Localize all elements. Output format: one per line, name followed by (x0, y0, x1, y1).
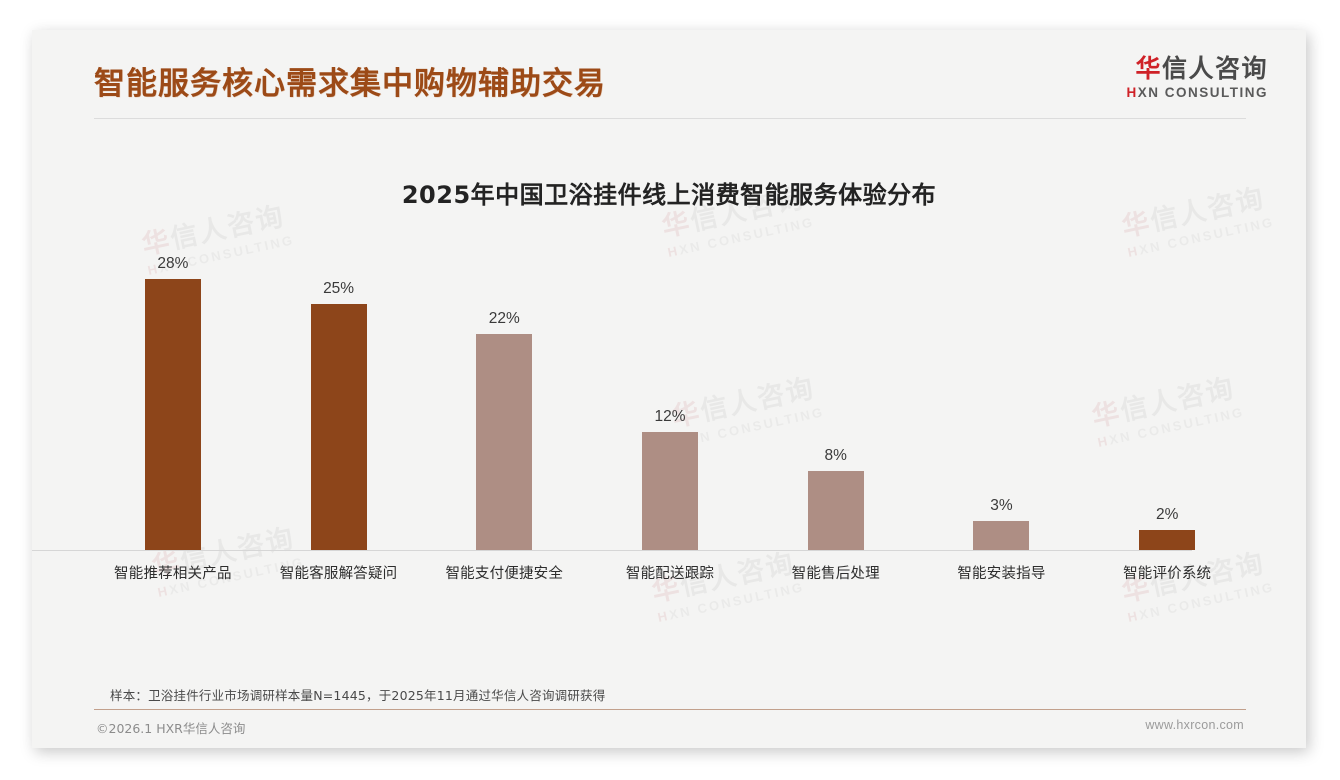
watermark-en-text: XN CONSULTING (1137, 579, 1276, 623)
category-label: 智能售后处理 (791, 566, 880, 582)
company-logo: 华信人咨询 HXN CONSULTING (1127, 54, 1269, 100)
logo-en-accent: H (1126, 85, 1138, 101)
bar (476, 333, 533, 550)
bar-chart-plot: 28% 25% 22% 12% 8% 3% 2% (90, 255, 1250, 550)
watermark-en-text: XN CONSULTING (677, 214, 816, 258)
logo-cn: 华信人咨询 (1127, 54, 1269, 83)
website-url[interactable]: www.hxrcon.com (1145, 718, 1244, 732)
bar-slot: 25% (256, 255, 422, 550)
bar-value-label: 25% (323, 280, 355, 298)
bar-series: 28% 25% 22% 12% 8% 3% 2% (90, 255, 1250, 550)
bar (807, 471, 864, 550)
slide-canvas: 华信人咨询 HXN CONSULTING 华信人咨询 HXN CONSULTIN… (32, 30, 1306, 748)
category-label: 智能安装指导 (957, 566, 1046, 582)
page-title: 智能服务核心需求集中购物辅助交易 (94, 66, 606, 102)
x-axis-category-labels: 智能推荐相关产品 智能客服解答疑问 智能支付便捷安全 智能配送跟踪 智能售后处理 智能安装… (90, 562, 1250, 583)
bar (973, 520, 1030, 550)
x-axis-line (32, 550, 1192, 551)
watermark-en-accent: H (656, 607, 671, 625)
footer-divider (94, 709, 1246, 710)
watermark-en-text: XN CONSULTING (667, 579, 806, 623)
bar-value-label: 22% (488, 309, 520, 327)
bar-slot: 8% (753, 255, 919, 550)
logo-en-text: XN CONSULTING (1137, 85, 1268, 101)
bar-value-label: 28% (157, 255, 189, 272)
logo-en: HXN CONSULTING (1127, 85, 1269, 100)
category-label: 智能支付便捷安全 (445, 566, 564, 582)
header-divider (94, 118, 1246, 119)
logo-cn-text: 信人咨询 (1161, 54, 1268, 83)
bar-value-label: 8% (824, 447, 847, 465)
category-label: 智能推荐相关产品 (114, 566, 232, 582)
category-label: 智能客服解答疑问 (279, 566, 398, 582)
bar (1139, 530, 1196, 550)
category-label: 智能配送跟踪 (625, 566, 715, 582)
watermark-accent-char: 华 (659, 206, 695, 244)
sample-footnote: 样本：卫浴挂件行业市场调研样本量N=1445，于2025年11月通过华信人咨询调… (110, 688, 606, 703)
bar (310, 304, 367, 550)
bar-slot: 12% (587, 255, 753, 550)
watermark-en-text: XN CONSULTING (1137, 214, 1276, 258)
watermark-en-accent: H (156, 582, 171, 600)
watermark-accent-char: 华 (1119, 206, 1155, 244)
bar-slot: 28% (90, 255, 256, 550)
bar-value-label: 2% (1155, 506, 1179, 524)
category-label: 智能评价系统 (1123, 566, 1212, 582)
bar-slot: 2% (1084, 255, 1250, 550)
watermark-en-accent: H (1126, 607, 1141, 625)
slide-header: 智能服务核心需求集中购物辅助交易 华信人咨询 HXN CONSULTING (32, 30, 1306, 118)
bar-value-label: 12% (654, 408, 686, 425)
bar (144, 279, 201, 550)
bar-slot: 22% (421, 255, 587, 550)
bar (642, 432, 699, 550)
chart-title: 2025年中国卫浴挂件线上消费智能服务体验分布 (401, 181, 937, 209)
bar-slot: 3% (919, 255, 1085, 550)
copyright-text: ©2026.1 HXR华信人咨询 (96, 721, 246, 736)
bar-value-label: 3% (990, 496, 1013, 514)
logo-accent-char: 华 (1135, 54, 1162, 83)
